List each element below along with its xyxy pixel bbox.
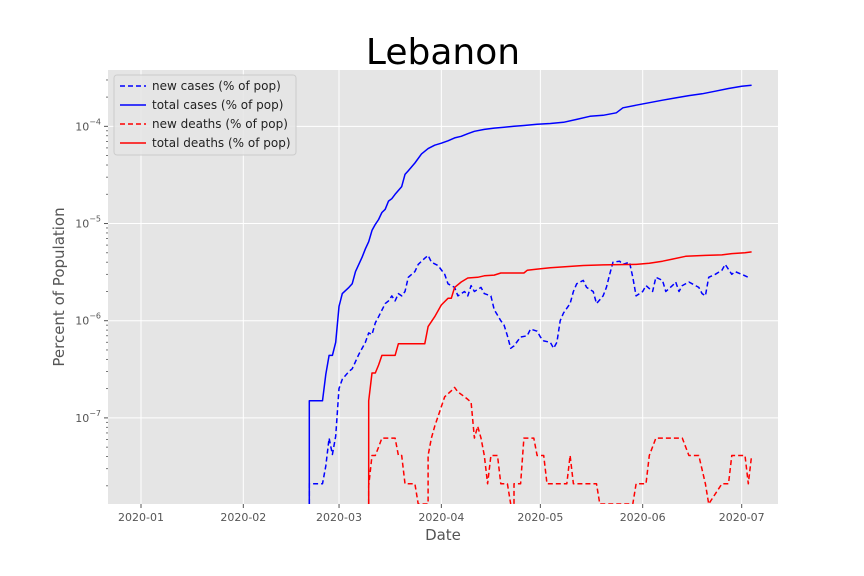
x-axis: 2020-01 2020-02 2020-03 2020-04 2020-05 2020-… — [118, 504, 765, 524]
legend-entry: new cases (% of pop) — [152, 79, 281, 93]
legend-entry: total cases (% of pop) — [152, 98, 283, 112]
legend-entry: new deaths (% of pop) — [152, 117, 288, 131]
y-tick-label: 10−5 — [75, 215, 101, 231]
legend-entry: total deaths (% of pop) — [152, 136, 291, 150]
y-axis-label: Percent of Population — [50, 207, 68, 366]
series-line-4 — [367, 251, 752, 504]
legend-box — [113, 74, 297, 156]
y-tick-label: 10−4 — [75, 117, 101, 133]
x-tick-label: 2020-05 — [517, 511, 563, 524]
x-tick-label: 2020-03 — [316, 511, 362, 524]
x-tick-label: 2020-06 — [620, 511, 666, 524]
legend: new cases (% of pop) total cases (% of po… — [113, 74, 297, 156]
y-tick-exponent: −7 — [89, 409, 101, 418]
y-tick-exponent: −6 — [89, 312, 101, 321]
series-line-3 — [367, 386, 753, 504]
series-line-2 — [308, 84, 752, 504]
series-layer — [308, 84, 753, 504]
y-tick-exponent: −5 — [89, 215, 101, 224]
y-tick-label: 10−7 — [75, 409, 101, 425]
x-tick-label: 2020-01 — [118, 511, 164, 524]
y-tick-label: 10−6 — [75, 312, 101, 328]
y-tick-base: 10 — [75, 412, 89, 425]
chart-title: Lebanon — [366, 32, 520, 73]
x-axis-label: Date — [425, 526, 461, 544]
y-tick-base: 10 — [75, 218, 89, 231]
x-tick-label: 2020-02 — [220, 511, 266, 524]
y-tick-exponent: −4 — [89, 117, 101, 126]
x-tick-label: 2020-07 — [719, 511, 765, 524]
y-tick-base: 10 — [75, 120, 89, 133]
x-tick-label: 2020-04 — [418, 511, 464, 524]
y-tick-base: 10 — [75, 315, 89, 328]
series-line-1 — [308, 254, 749, 504]
y-axis: 10−410−510−610−7 — [75, 79, 108, 487]
